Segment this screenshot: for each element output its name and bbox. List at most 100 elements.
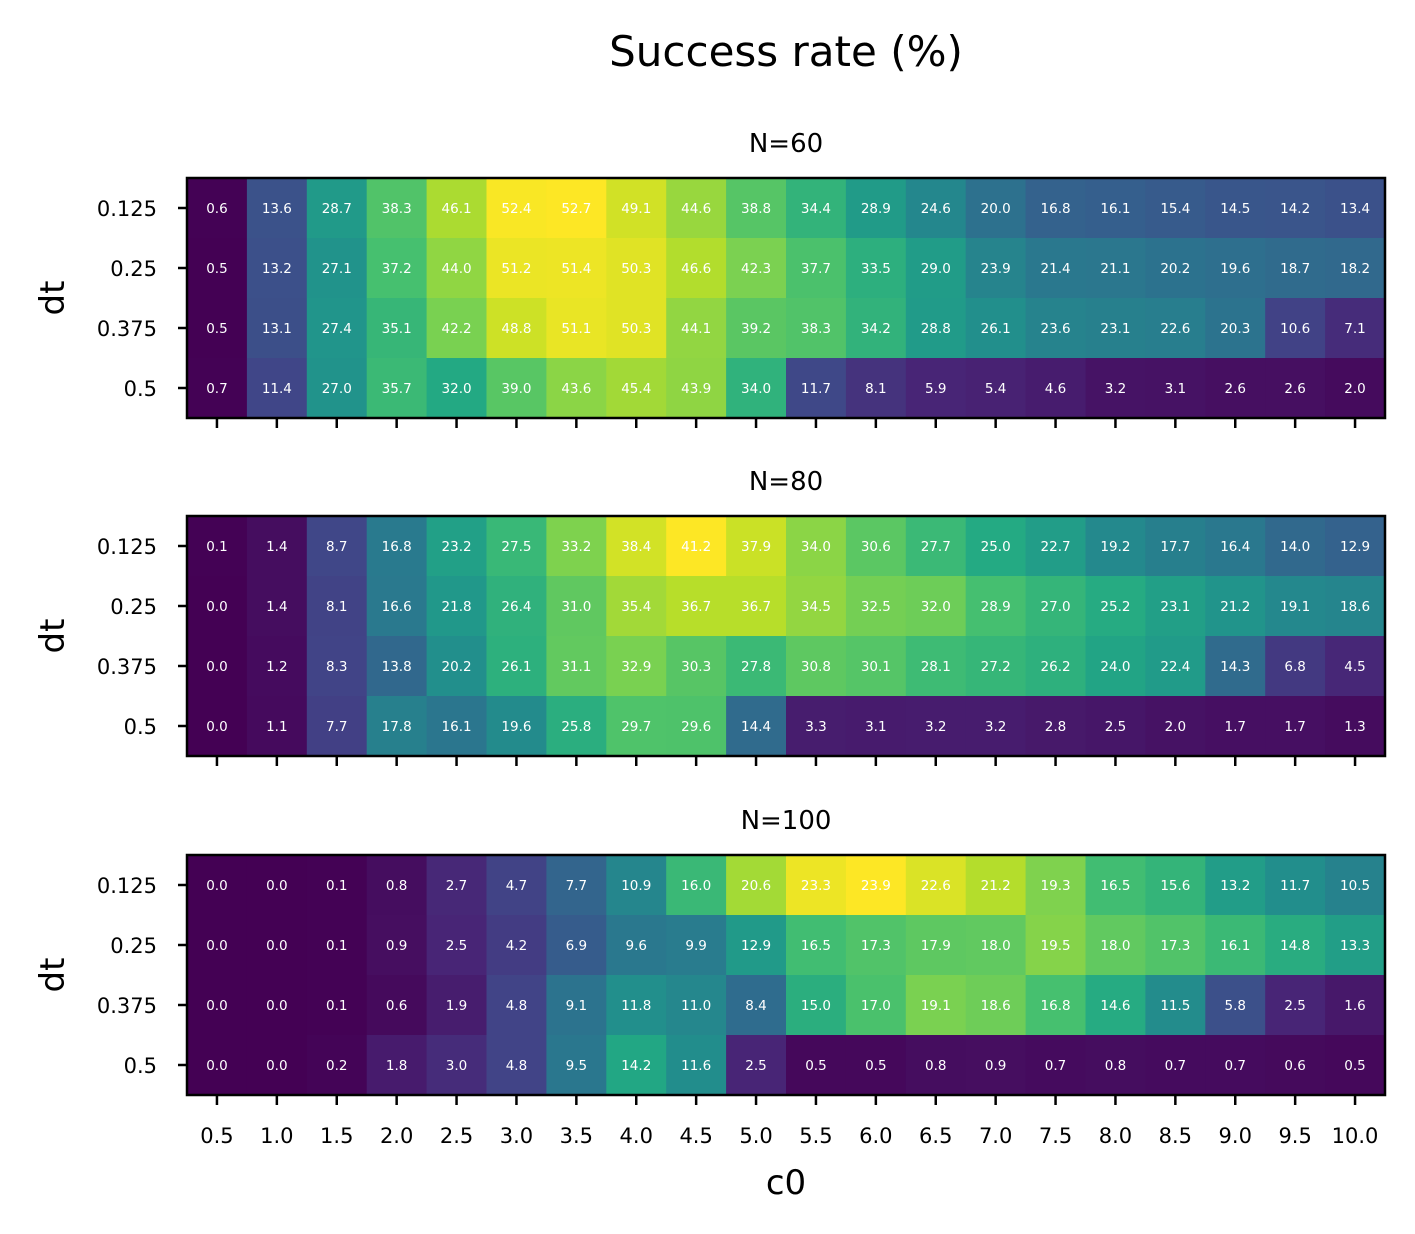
heatmap-cell — [1325, 178, 1386, 239]
y-tick-label: 0.375 — [97, 317, 157, 341]
cell-value-label: 14.3 — [1220, 659, 1250, 675]
cell-value-label: 16.5 — [1100, 878, 1130, 894]
heatmap-cell — [666, 1035, 727, 1096]
cell-value-label: 38.8 — [741, 201, 771, 217]
heatmap-cell — [486, 636, 547, 697]
heatmap-cell — [426, 855, 488, 916]
cell-value-label: 11.8 — [621, 998, 651, 1014]
x-tick-label: 5.0 — [739, 1124, 772, 1148]
heatmap-cell — [306, 915, 368, 976]
y-tick-label: 0.125 — [97, 197, 157, 221]
cell-value-label: 22.7 — [1041, 539, 1071, 555]
heatmap-cell — [546, 1035, 607, 1096]
x-tick-label: 1.5 — [320, 1124, 353, 1148]
cell-value-label: 27.7 — [921, 539, 951, 555]
heatmap-cell — [486, 576, 547, 637]
cell-value-label: 29.0 — [921, 261, 951, 277]
cell-value-label: 14.6 — [1100, 998, 1130, 1014]
cell-value-label: 3.1 — [1165, 381, 1186, 397]
cell-value-label: 30.3 — [681, 659, 711, 675]
cell-value-label: 18.6 — [981, 998, 1011, 1014]
heatmap-cell — [1145, 1035, 1206, 1096]
cell-value-label: 46.6 — [681, 261, 711, 277]
cell-value-label: 21.2 — [981, 878, 1011, 894]
heatmap-cell — [366, 636, 428, 697]
heatmap-cell — [426, 1035, 488, 1096]
cell-value-label: 3.3 — [805, 719, 826, 735]
heatmap-cell — [546, 238, 607, 299]
cell-value-label: 2.0 — [1165, 719, 1186, 735]
cell-value-label: 37.7 — [801, 261, 831, 277]
cell-value-label: 0.0 — [206, 1058, 227, 1074]
heatmap-cell — [1085, 1035, 1146, 1096]
cell-value-label: 23.1 — [1100, 321, 1130, 337]
heatmap-cell — [246, 298, 308, 359]
heatmap-cell — [726, 855, 787, 916]
y-tick-label: 0.125 — [97, 535, 157, 559]
cell-value-label: 2.6 — [1284, 381, 1305, 397]
heatmap-cell — [786, 636, 847, 697]
cell-value-label: 50.3 — [621, 321, 651, 337]
cell-value-label: 16.8 — [1041, 998, 1071, 1014]
heatmap-cell — [1025, 975, 1087, 1036]
cell-value-label: 4.5 — [1344, 659, 1365, 675]
cell-value-label: 11.7 — [801, 381, 831, 397]
figure-title: Success rate (%) — [609, 27, 963, 76]
heatmap-cell — [666, 696, 727, 757]
cell-value-label: 22.4 — [1160, 659, 1190, 675]
cell-value-label: 37.2 — [382, 261, 412, 277]
heatmap-cell — [306, 975, 368, 1036]
x-tick-label: 4.5 — [679, 1124, 712, 1148]
heatmap-cell — [905, 516, 967, 577]
heatmap-cell — [726, 238, 787, 299]
cell-value-label: 18.6 — [1340, 599, 1370, 615]
cell-value-label: 14.0 — [1280, 539, 1310, 555]
cell-value-label: 31.0 — [561, 599, 591, 615]
heatmap-cell — [246, 915, 308, 976]
heatmap-cell — [1085, 298, 1146, 359]
cell-value-label: 34.4 — [801, 201, 831, 217]
cell-value-label: 3.2 — [985, 719, 1006, 735]
cell-value-label: 18.0 — [1100, 938, 1130, 954]
heatmap-cell — [965, 975, 1027, 1036]
heatmap-cell — [606, 238, 667, 299]
heatmap-cell — [1325, 516, 1386, 577]
cell-value-label: 20.6 — [741, 878, 771, 894]
x-tick-label: 2.5 — [440, 1124, 473, 1148]
heatmap-cell — [486, 298, 547, 359]
cell-value-label: 0.6 — [1284, 1058, 1305, 1074]
heatmap-cell — [246, 576, 308, 637]
cell-value-label: 2.5 — [1105, 719, 1126, 735]
cell-value-label: 4.6 — [1045, 381, 1066, 397]
cell-value-label: 4.2 — [506, 938, 527, 954]
cell-value-label: 14.8 — [1280, 938, 1310, 954]
cell-value-label: 27.4 — [322, 321, 352, 337]
cell-value-label: 3.2 — [1105, 381, 1126, 397]
cell-value-label: 13.2 — [1220, 878, 1250, 894]
cell-value-label: 0.8 — [1105, 1058, 1126, 1074]
heatmap-cell — [905, 975, 967, 1036]
heatmap-cell — [965, 516, 1027, 577]
heatmap-cell — [1205, 298, 1266, 359]
cell-value-label: 20.2 — [1160, 261, 1190, 277]
cell-value-label: 30.6 — [861, 539, 891, 555]
cell-value-label: 30.8 — [801, 659, 831, 675]
x-tick-label: 8.5 — [1159, 1124, 1192, 1148]
cell-value-label: 0.0 — [266, 938, 287, 954]
cell-value-label: 28.9 — [981, 599, 1011, 615]
heatmap-cell — [1325, 298, 1386, 359]
heatmap-cell — [845, 636, 907, 697]
y-tick-label: 0.375 — [97, 994, 157, 1018]
cell-value-label: 9.6 — [626, 938, 647, 954]
heatmap-cell — [666, 915, 727, 976]
cell-value-label: 26.4 — [501, 599, 531, 615]
cell-value-label: 0.1 — [326, 998, 347, 1014]
cell-value-label: 5.9 — [925, 381, 946, 397]
heatmap-cell — [1265, 298, 1326, 359]
cell-value-label: 16.0 — [681, 878, 711, 894]
heatmap-cell — [1145, 298, 1206, 359]
cell-value-label: 41.2 — [681, 539, 711, 555]
x-tick-label: 3.0 — [500, 1124, 533, 1148]
cell-value-label: 23.2 — [442, 539, 472, 555]
